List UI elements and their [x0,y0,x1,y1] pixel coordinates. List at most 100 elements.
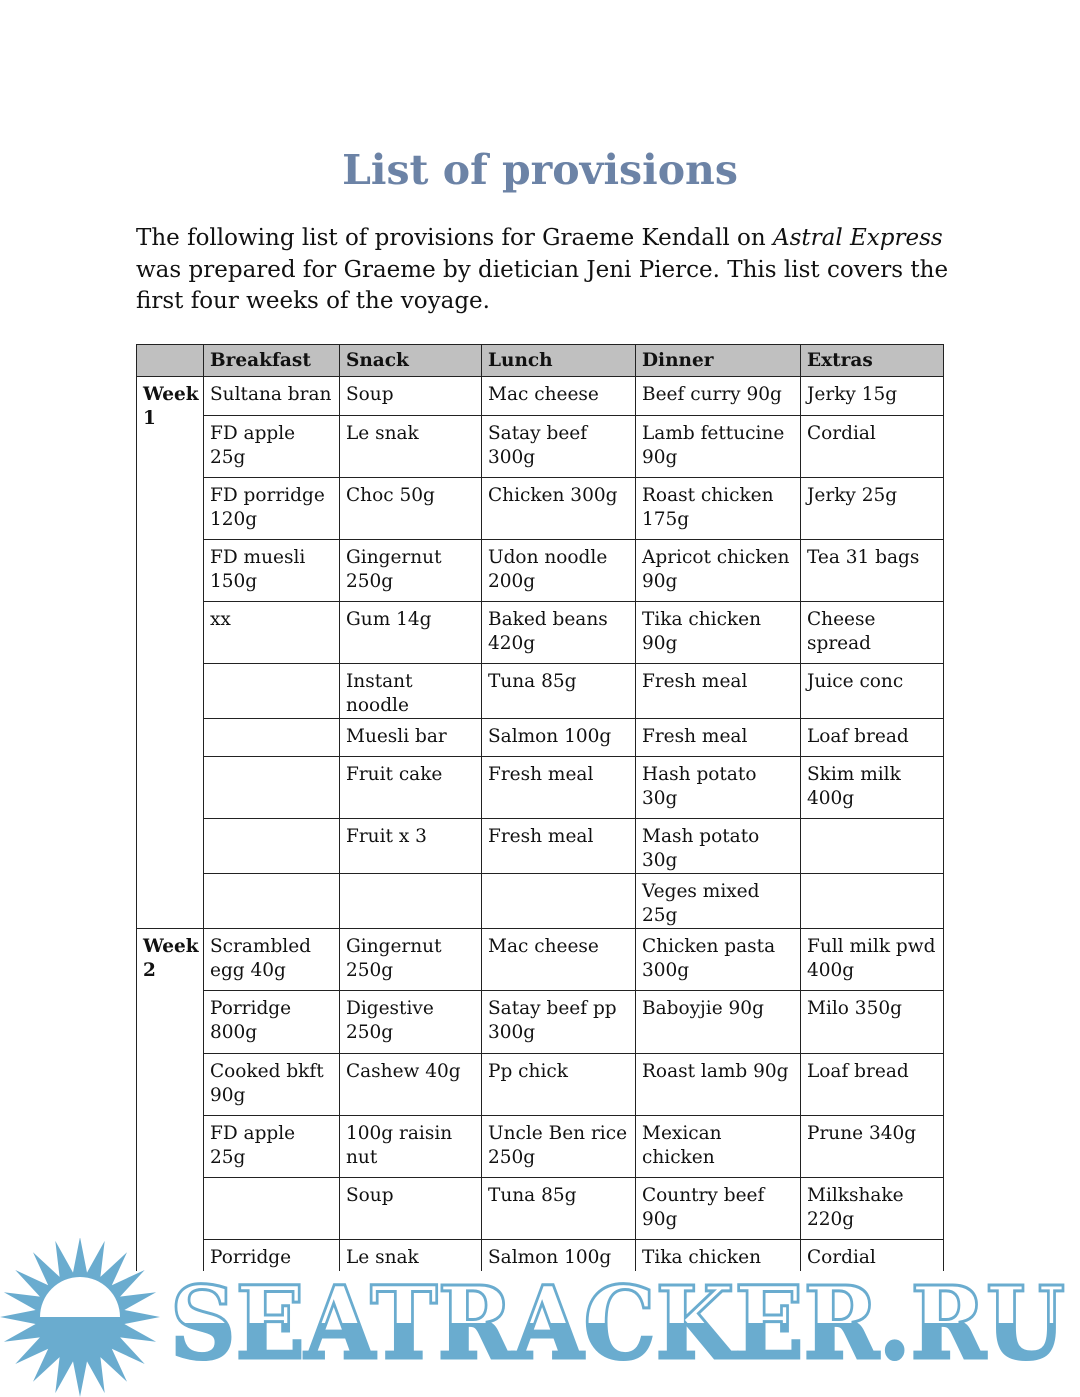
table-cell [339,873,482,929]
vessel-name: Astral Express [772,225,943,251]
table-cell: Fresh meal [635,663,801,719]
table-header-row: Breakfast Snack Lunch Dinner Extras [136,344,944,377]
column-header: Snack [339,344,482,377]
intro-paragraph: The following list of provisions for Gra… [136,223,956,318]
table-cell: Fruit cake [339,756,482,819]
table-cell: FD apple 25g [203,415,340,478]
table-cell: Soup [339,376,482,416]
table-cell: Mexican chicken [635,1115,801,1178]
table-cell: Le snak [339,415,482,478]
table-cell: Prune 340g [800,1115,944,1178]
table-cell: Gingernut 250g [339,928,482,991]
table-cell: Pp chick [481,1053,636,1116]
table-cell: Tika chicken 90g [635,601,801,664]
table-cell: Le snak [339,1239,482,1271]
table-cell: Gingernut 250g [339,539,482,602]
table-cell: Muesli bar [339,718,482,757]
column-header: Extras [800,344,944,377]
table-cell [203,1177,340,1240]
table-row: FD apple 25g Le snak Satay beef 300g Lamb f… [137,415,944,478]
table-cell: Gum 14g [339,601,482,664]
table-cell: Cashew 40g [339,1053,482,1116]
table-cell: FD apple 25g [203,1115,340,1178]
table-row: FD porridge 120g Choc 50g Chicken 300g Roas… [137,477,944,540]
table-cell: Cordial [800,415,944,478]
table-row: Fruit cake Fresh meal Hash potato 30g Skim … [137,756,944,819]
table-cell [481,873,636,929]
week-label: Week 2 [136,928,204,1271]
column-header: Dinner [635,344,801,377]
table-cell: Mac cheese [481,928,636,991]
table-cell: Fresh meal [635,718,801,757]
week-label: Week 1 [136,376,204,929]
table-cell: Apricot chicken 90g [635,539,801,602]
table-row: Fruit x 3 Fresh meal Mash potato 30g [137,818,944,874]
table-cell: Roast lamb 90g [635,1053,801,1116]
table-cell: Satay beef pp 300g [481,990,636,1054]
table-cell [203,718,340,757]
table-cell: Salmon 100g [481,718,636,757]
table-cell [203,873,340,929]
table-cell: FD muesli 150g [203,539,340,602]
table-cell [800,873,944,929]
table-row: Cooked bkft 90g Cashew 40g Pp chick Roast l… [137,1053,944,1116]
table-cell: Satay beef 300g [481,415,636,478]
table-cell: Milo 350g [800,990,944,1054]
table-row: Porridge 800g Digestive 250g Satay beef pp… [137,990,944,1054]
table-cell: Juice conc [800,663,944,719]
table-cell [203,756,340,819]
table-cell: Cheese spread [800,601,944,664]
page-title: List of provisions [342,146,738,194]
table-cell: Fruit x 3 [339,818,482,874]
table-row: Soup Tuna 85g Country beef 90g Milkshake 22… [137,1177,944,1240]
table-cell: Cordial [800,1239,944,1271]
table-cell: Tea 31 bags [800,539,944,602]
table-cell: Sultana bran [203,376,340,416]
table-cell: Jerky 15g [800,376,944,416]
provisions-table: Breakfast Snack Lunch Dinner Extras Week 1 Su… [136,344,944,1271]
table-row: Veges mixed 25g [137,873,944,929]
table-row: Week 2 Scrambled egg 40g Gingernut 250g Mac… [136,928,944,1271]
column-header: Lunch [481,344,636,377]
table-cell: Loaf bread [800,718,944,757]
table-cell: Tuna 85g [481,663,636,719]
table-cell: Skim milk 400g [800,756,944,819]
table-cell: Milkshake 220g [800,1177,944,1240]
table-cell: Full milk pwd 400g [800,928,944,991]
table-row: FD apple 25g 100g raisin nut Uncle Ben ric… [137,1115,944,1178]
table-cell: Mash potato 30g [635,818,801,874]
table-cell [203,663,340,719]
table-cell: Loaf bread [800,1053,944,1116]
table-cell: Soup [339,1177,482,1240]
table-cell: Uncle Ben rice 250g [481,1115,636,1178]
intro-text: The following list of provisions for Gra… [136,225,773,251]
table-cell: FD porridge 120g [203,477,340,540]
table-cell: Country beef 90g [635,1177,801,1240]
table-row: FD muesli 150g Gingernut 250g Udon noodle … [137,539,944,602]
table-cell: Chicken 300g [481,477,636,540]
table-cell: Fresh meal [481,756,636,819]
table-cell: Fresh meal [481,818,636,874]
seatracker-watermark: SEATRACKER.RU [0,1238,1067,1397]
table-cell: Baked beans 420g [481,601,636,664]
table-cell [203,818,340,874]
table-row: Week 1 Sultana bran Soup Mac cheese Beef cur… [136,376,944,929]
table-cell [800,818,944,874]
table-cell: Scrambled egg 40g [203,928,340,991]
table-cell: xx [203,601,340,664]
table-cell: Lamb fettucine 90g [635,415,801,478]
intro-text-end: was prepared for Graeme by dietician Jen… [136,256,949,315]
table-row: Instant noodle Tuna 85g Fresh meal Juice co… [137,663,944,719]
table-cell: 100g raisin nut [339,1115,482,1178]
table-cell: Baboyjie 90g [635,990,801,1054]
table-cell: Veges mixed 25g [635,873,801,929]
table-cell: Jerky 25g [800,477,944,540]
table-cell: Chicken pasta 300g [635,928,801,991]
column-header: Breakfast [203,344,340,377]
table-cell: Choc 50g [339,477,482,540]
sun-logo-icon [0,1238,160,1397]
table-cell: Instant noodle [339,663,482,719]
table-cell: Cooked bkft 90g [203,1053,340,1116]
table-cell: Tuna 85g [481,1177,636,1240]
